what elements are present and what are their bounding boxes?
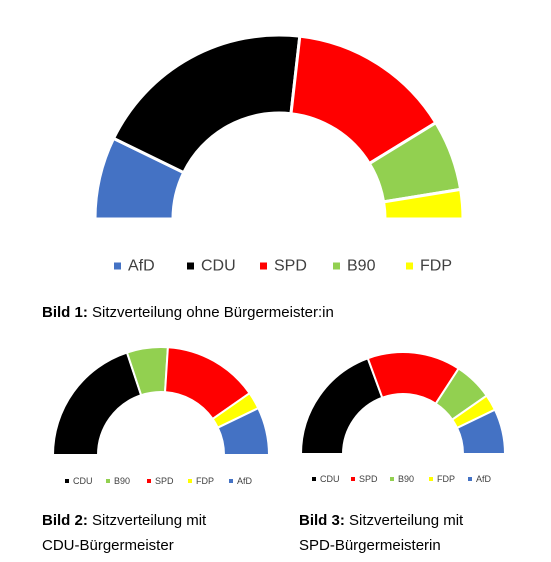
chart-2-legend-label-spd: SPD [155,476,174,486]
chart-3-legend-swatch-afd [468,477,472,481]
chart-3-legend-swatch-spd [351,477,355,481]
chart-1-segment-cdu [111,33,302,175]
caption-bild-3-line1: Sitzverteilung mit [349,512,464,529]
chart-2-legend-label-afd: AfD [237,476,253,486]
chart-2-legend-swatch-spd [147,479,151,483]
caption-bild-2: Bild 2: Sitzverteilung mit CDU-Bürgermei… [42,508,206,558]
caption-bild-1: Bild 1: Sitzverteilung ohne Bürgermeiste… [42,300,334,325]
chart-1-seat-distribution [93,33,465,221]
chart-1-legend-swatch-spd [260,262,267,270]
chart-3-legend-label-cdu: CDU [320,474,340,484]
chart-2-seat-distribution [51,346,271,456]
chart-2-segment-cdu [51,351,143,456]
chart-1-legend-label-cdu: CDU [201,258,236,275]
chart-2-legend-label-fdp: FDP [196,476,214,486]
chart-3-legend: CDU SPD B90 FDP AfD [312,474,492,484]
chart-1-legend-label-spd: SPD [274,258,307,275]
chart-2-legend: CDU B90 SPD FDP AfD [65,476,253,486]
chart-2-legend-swatch-cdu [65,479,69,483]
chart-3-legend-swatch-cdu [312,477,316,481]
caption-bild-3-line2: SPD-Bürgermeisterin [299,537,441,554]
caption-bild-1-text: Sitzverteilung ohne Bürgermeister:in [92,304,334,321]
chart-1-legend-swatch-fdp [406,262,413,270]
caption-bild-3-label: Bild 3: [299,512,345,529]
chart-3-segment-cdu [299,356,384,455]
chart-3-legend-label-afd: AfD [476,474,492,484]
chart-1-legend: AfD CDU SPD B90 FDP [114,258,452,275]
chart-1-legend-swatch-cdu [187,262,194,270]
chart-1-legend-label-afd: AfD [128,258,155,275]
chart-1-legend-swatch-afd [114,262,121,270]
chart-2-segment-afd [216,406,271,456]
caption-bild-3: Bild 3: Sitzverteilung mit SPD-Bürgermei… [299,508,463,558]
caption-bild-2-label: Bild 2: [42,512,88,529]
chart-1-legend-label-b90: B90 [347,258,376,275]
caption-bild-2-line1: Sitzverteilung mit [92,512,207,529]
chart-3-segment-afd [455,408,507,455]
chart-2-legend-swatch-fdp [188,479,192,483]
chart-1-legend-label-fdp: FDP [420,258,452,275]
caption-bild-1-label: Bild 1: [42,304,88,321]
chart-2-legend-label-b90: B90 [114,476,130,486]
chart-3-legend-label-spd: SPD [359,474,378,484]
chart-3-seat-distribution [299,351,507,455]
chart-2-legend-swatch-afd [229,479,233,483]
chart-3-legend-swatch-b90 [390,477,394,481]
chart-3-legend-swatch-fdp [429,477,433,481]
chart-1-legend-swatch-b90 [333,262,340,270]
chart-3-legend-label-b90: B90 [398,474,414,484]
chart-2-legend-swatch-b90 [106,479,110,483]
chart-1-segment-fdp [381,187,465,221]
chart-3-legend-label-fdp: FDP [437,474,455,484]
chart-2-legend-label-cdu: CDU [73,476,93,486]
caption-bild-2-line2: CDU-Bürgermeister [42,537,174,554]
